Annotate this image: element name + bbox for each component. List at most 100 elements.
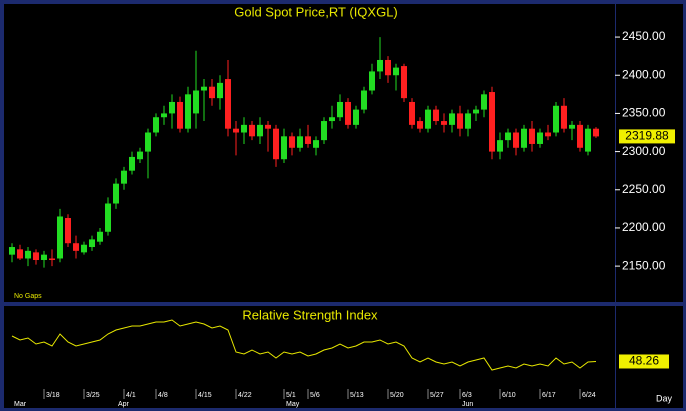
candle-body [297, 136, 303, 148]
candle-body [433, 109, 439, 122]
x-tick-label: 4/15 [198, 392, 212, 399]
candle-body [337, 101, 343, 118]
candle-body [569, 124, 575, 129]
x-tick-label: 3/25 [86, 392, 100, 399]
candle-body [185, 94, 191, 129]
x-tick-label: 4/8 [158, 392, 168, 399]
month-label: Jun [462, 401, 473, 408]
candle-body [217, 82, 223, 99]
candle-body [505, 132, 511, 141]
candle-body [321, 121, 327, 141]
candle-body [121, 170, 127, 184]
candle-body [33, 252, 39, 261]
x-tick-label: 6/3 [462, 392, 472, 399]
candle-body [385, 59, 391, 76]
candle-body [169, 101, 175, 114]
candle-body [329, 117, 335, 122]
candle-body [377, 59, 383, 72]
last-price-tag [619, 129, 675, 144]
candle-body [361, 90, 367, 110]
candle-body [153, 117, 159, 133]
candle-body [585, 128, 591, 152]
candle-body [561, 105, 567, 129]
y-tick-label: 2300.00 [622, 144, 666, 158]
x-tick-label: 5/27 [430, 392, 444, 399]
candle-body [49, 258, 55, 261]
candle-body [529, 128, 535, 144]
candle-body [465, 113, 471, 129]
candle-body [473, 109, 479, 114]
x-tick-label: 5/6 [310, 392, 320, 399]
candle-body [521, 128, 527, 148]
candle-body [593, 128, 599, 137]
month-label: May [286, 401, 300, 408]
candle-body [369, 71, 375, 91]
month-label: Mar [14, 401, 27, 408]
rsi-value-label: 48.26 [629, 354, 659, 368]
candle-body [97, 231, 103, 242]
candle-body [89, 239, 95, 248]
candle-body [353, 109, 359, 125]
candle-body [553, 105, 559, 133]
x-tick-label: 5/20 [390, 392, 404, 399]
candle-body [273, 128, 279, 160]
candle-body [425, 109, 431, 129]
candle-body [81, 244, 87, 253]
price-panel [4, 4, 615, 302]
candle-body [161, 113, 167, 118]
candle-body [417, 121, 423, 129]
candle-body [25, 250, 31, 259]
candle-body [481, 94, 487, 110]
x-tick-label: 5/1 [286, 392, 296, 399]
candle-body [233, 128, 239, 133]
candle-body [281, 136, 287, 160]
candle-body [409, 101, 415, 125]
annotation: No Gaps [14, 293, 42, 300]
x-tick-label: 6/17 [542, 392, 556, 399]
candle-body [305, 136, 311, 144]
candle-body [345, 101, 351, 125]
rsi-line [11, 319, 597, 371]
candle-body [17, 249, 23, 259]
x-tick-label: 4/22 [238, 392, 252, 399]
candle-body [225, 79, 231, 129]
candle-body [129, 156, 135, 171]
candle-body [209, 86, 215, 99]
x-tick-label: 5/13 [350, 392, 364, 399]
candle-body [177, 101, 183, 129]
x-label: Day [656, 393, 673, 403]
x-tick-label: 4/1 [126, 392, 136, 399]
y-tick-label: 2200.00 [622, 220, 666, 234]
candle-body [393, 67, 399, 76]
rsi-value-tag [619, 354, 669, 369]
candle-body [65, 218, 71, 244]
candle-body [313, 140, 319, 148]
y-tick-label: 2250.00 [622, 182, 666, 196]
rsi-panel [4, 306, 615, 389]
candle-body [545, 132, 551, 137]
candle-body [193, 90, 199, 114]
candle-body [577, 124, 583, 148]
y-tick-label: 2400.00 [622, 67, 666, 81]
candle-body [249, 124, 255, 137]
candle-body [41, 254, 47, 261]
candle-body [137, 151, 143, 160]
candle-body [457, 113, 463, 129]
y-tick-label: 2150.00 [622, 258, 666, 272]
x-tick-label: 6/10 [502, 392, 516, 399]
candle-body [105, 203, 111, 232]
candle-body [289, 136, 295, 148]
candle-body [145, 132, 151, 152]
x-tick-label: 3/18 [46, 392, 60, 399]
candle-body [489, 92, 495, 152]
x-tick-label: 6/24 [582, 392, 596, 399]
candle-body [201, 86, 207, 91]
candle-body [265, 124, 271, 129]
last-price-label: 2319.88 [625, 129, 669, 143]
price-axis [616, 4, 683, 302]
date-strip [4, 389, 615, 408]
candle-body [441, 121, 447, 125]
candle-body [257, 124, 263, 137]
candle-body [113, 183, 119, 204]
